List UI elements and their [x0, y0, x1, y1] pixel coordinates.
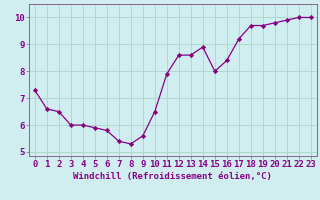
X-axis label: Windchill (Refroidissement éolien,°C): Windchill (Refroidissement éolien,°C) [73, 172, 272, 181]
